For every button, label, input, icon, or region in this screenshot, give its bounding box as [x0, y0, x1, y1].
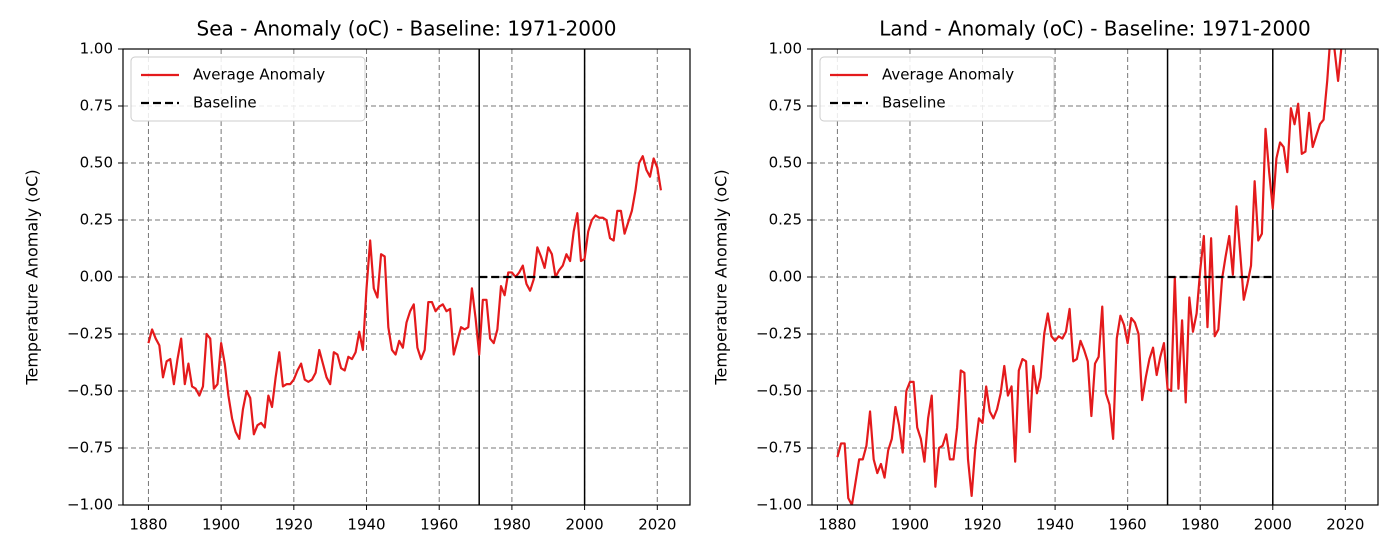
y-tick-label: 1.00 — [769, 40, 802, 58]
legend-label: Average Anomaly — [193, 66, 325, 84]
y-tick-label: −0.25 — [756, 325, 802, 343]
x-tick-label: 2020 — [1326, 516, 1364, 534]
y-tick-label: 0.50 — [769, 154, 802, 172]
legend-box — [819, 56, 1055, 122]
legend-label: Average Anomaly — [882, 66, 1014, 84]
anomaly-line — [147, 155, 663, 440]
y-tick-label: −0.75 — [756, 439, 802, 457]
y-tick-label: −0.50 — [67, 382, 113, 400]
x-tick-label: 1940 — [347, 516, 385, 534]
y-tick-label: 0.75 — [769, 97, 802, 115]
chart-panel: Sea - Anomaly (oC) - Baseline: 1971-2000… — [23, 17, 691, 534]
x-tick-label: 1920 — [963, 516, 1001, 534]
x-tick-label: 1920 — [275, 516, 313, 534]
y-tick-label: 0.25 — [769, 211, 802, 229]
y-tick-label: 0.50 — [80, 154, 113, 172]
x-tick-label: 1980 — [1181, 516, 1219, 534]
x-tick-label: 1900 — [202, 516, 240, 534]
anomaly-line — [836, 49, 1343, 505]
y-tick-label: −1.00 — [67, 496, 113, 514]
x-tick-label: 1900 — [891, 516, 929, 534]
legend-label: Baseline — [882, 94, 946, 112]
x-tick-label: 1960 — [1109, 516, 1147, 534]
y-axis-label: Temperature Anomaly (oC) — [23, 169, 42, 385]
y-tick-label: 1.00 — [80, 40, 113, 58]
legend-label: Baseline — [193, 94, 257, 112]
x-tick-label: 2000 — [566, 516, 604, 534]
x-tick-label: 2020 — [638, 516, 676, 534]
y-tick-label: 0.25 — [80, 211, 113, 229]
x-tick-label: 1940 — [1036, 516, 1074, 534]
x-tick-label: 1960 — [420, 516, 458, 534]
y-tick-label: 0.00 — [769, 268, 802, 286]
chart-title: Land - Anomaly (oC) - Baseline: 1971-200… — [879, 17, 1310, 41]
legend: Average Anomaly Baseline — [819, 56, 1055, 122]
y-tick-label: −1.00 — [756, 496, 802, 514]
x-tick-label: 1980 — [493, 516, 531, 534]
y-tick-label: −0.75 — [67, 439, 113, 457]
chart-title: Sea - Anomaly (oC) - Baseline: 1971-2000 — [197, 17, 617, 41]
plot-frame — [811, 48, 1379, 506]
y-tick-label: −0.25 — [67, 325, 113, 343]
plot-frame — [122, 48, 691, 506]
x-tick-label: 1880 — [818, 516, 856, 534]
chart-panel: Land - Anomaly (oC) - Baseline: 1971-200… — [712, 17, 1379, 534]
x-tick-label: 2000 — [1254, 516, 1292, 534]
y-tick-label: −0.50 — [756, 382, 802, 400]
y-tick-label: 0.00 — [80, 268, 113, 286]
legend: Average Anomaly Baseline — [130, 56, 366, 122]
y-tick-label: 0.75 — [80, 97, 113, 115]
legend-box — [130, 56, 366, 122]
x-tick-label: 1880 — [129, 516, 167, 534]
y-axis-label: Temperature Anomaly (oC) — [712, 169, 731, 385]
